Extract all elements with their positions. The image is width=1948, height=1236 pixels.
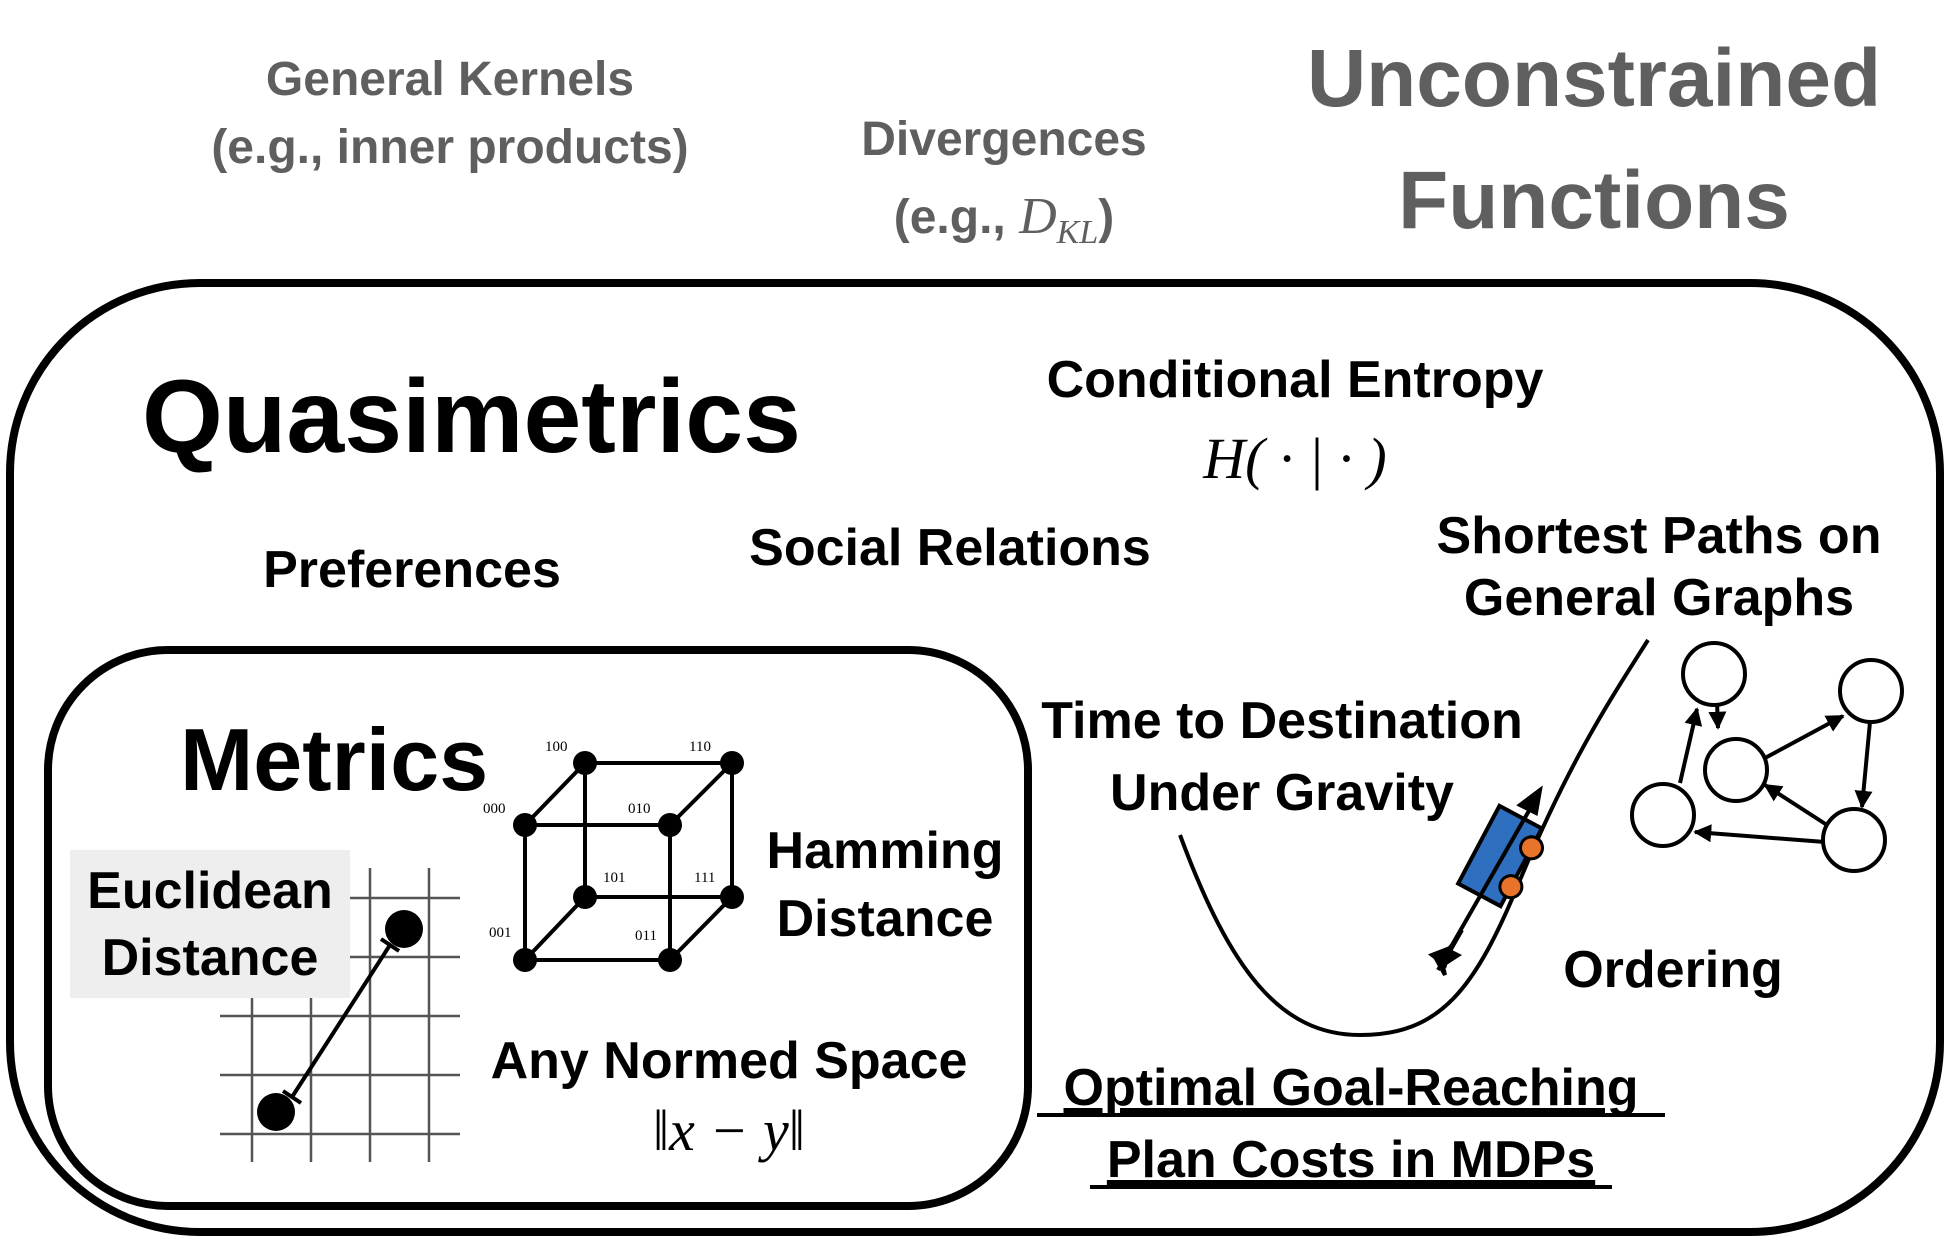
metrics-title: Metrics: [180, 710, 488, 809]
cube-label-001: 001: [489, 925, 512, 941]
cube-label-010: 010: [628, 801, 651, 817]
optimal-goal-reaching-label: Optimal Goal-Reaching Plan Costs in MDPs: [1037, 1059, 1665, 1189]
time-to-destination-line2: Under Gravity: [1110, 764, 1454, 822]
hamming-cube-labels: 100 110 000 010 101 111 001 011: [483, 739, 715, 944]
cube-vertex: [513, 813, 537, 837]
normed-space-formula: ‖x − y‖: [653, 1098, 805, 1163]
hamming-cube-vertices: [513, 751, 744, 972]
hamming-label: Hamming Distance: [767, 822, 1004, 948]
cube-vertex: [573, 751, 597, 775]
graph-node: [1703, 737, 1769, 803]
divergences-symbol: D: [1018, 188, 1057, 245]
divergences-prefix: (e.g.,: [894, 191, 1019, 244]
divergences-label: Divergences (e.g., DKL): [861, 113, 1147, 251]
divergences-suffix: ): [1098, 191, 1114, 244]
general-kernels-label: General Kernels (e.g., inner products): [211, 53, 688, 174]
shortest-paths-label: Shortest Paths on General Graphs: [1437, 507, 1882, 627]
graph-node: [1681, 641, 1747, 707]
social-relations-label: Social Relations: [749, 519, 1151, 577]
general-kernels-line1: General Kernels: [266, 53, 634, 106]
quasimetrics-title: Quasimetrics: [142, 359, 801, 475]
euclidean-point: [257, 1093, 295, 1131]
graph-node: [1838, 658, 1904, 724]
general-kernels-line2: (e.g., inner products): [211, 121, 688, 174]
shortest-paths-line2: General Graphs: [1464, 569, 1854, 627]
cube-label-000-corner: 000: [483, 801, 506, 817]
metrics-box: [44, 646, 1032, 1210]
conditional-entropy-formula: H( · | · ): [1202, 426, 1386, 491]
divergences-subscript: KL: [1056, 214, 1099, 251]
cube-label-011: 011: [635, 928, 657, 944]
euclidean-line2: Distance: [102, 929, 319, 987]
optimal-line2: Plan Costs in MDPs: [1107, 1131, 1595, 1189]
cube-label-111: 111: [694, 870, 715, 886]
unconstrained-line2: Functions: [1398, 155, 1790, 246]
hamming-line1: Hamming: [767, 822, 1004, 880]
cube-label-000: 100: [545, 739, 568, 755]
hamming-cube: [523, 761, 734, 962]
ordering-label: Ordering: [1563, 941, 1783, 999]
conditional-entropy-label: Conditional Entropy: [1047, 351, 1544, 409]
graph-edge: [1764, 714, 1845, 760]
car-icon: [1455, 803, 1545, 909]
graph-edge: [1854, 721, 1873, 809]
cube-label-110: 110: [689, 739, 711, 755]
cube-vertex: [658, 813, 682, 837]
slope-arrow-tail: [1444, 929, 1464, 959]
car-wheel-icon: [1519, 835, 1545, 861]
cube-vertex: [513, 948, 537, 972]
cube-label-101: 101: [603, 870, 626, 886]
euclidean-segment: [257, 910, 423, 1131]
cube-vertex: [720, 885, 744, 909]
unconstrained-line1: Unconstrained: [1307, 33, 1881, 124]
euclidean-label-background: [70, 850, 350, 998]
graph-edge: [1678, 707, 1703, 784]
divergences-line2: (e.g., DKL): [894, 188, 1114, 251]
time-to-destination-label: Time to Destination Under Gravity: [1041, 692, 1523, 822]
time-to-destination-line1: Time to Destination: [1041, 692, 1523, 750]
hamming-line2: Distance: [777, 890, 994, 948]
euclidean-point: [385, 910, 423, 948]
optimal-line1: Optimal Goal-Reaching: [1064, 1059, 1639, 1117]
car-wheel-icon: [1498, 874, 1524, 900]
directed-graph: [1630, 641, 1904, 873]
cube-vertex: [573, 885, 597, 909]
normed-space-label: Any Normed Space: [491, 1032, 968, 1090]
graph-node: [1630, 782, 1696, 848]
divergences-line1: Divergences: [861, 113, 1147, 166]
gravity-valley-curve: [1178, 638, 1650, 1038]
euclidean-label: Euclidean Distance: [87, 862, 333, 987]
shortest-paths-line1: Shortest Paths on: [1437, 507, 1882, 565]
unconstrained-functions-label: Unconstrained Functions: [1307, 33, 1881, 246]
preferences-label: Preferences: [263, 541, 561, 599]
euclidean-line1: Euclidean: [87, 862, 333, 920]
cube-vertex: [658, 948, 682, 972]
graph-edge: [1763, 783, 1829, 827]
cube-vertex: [720, 751, 744, 775]
graph-node: [1821, 807, 1887, 873]
graph-edge: [1693, 824, 1826, 844]
quasimetrics-box: [6, 279, 1944, 1236]
